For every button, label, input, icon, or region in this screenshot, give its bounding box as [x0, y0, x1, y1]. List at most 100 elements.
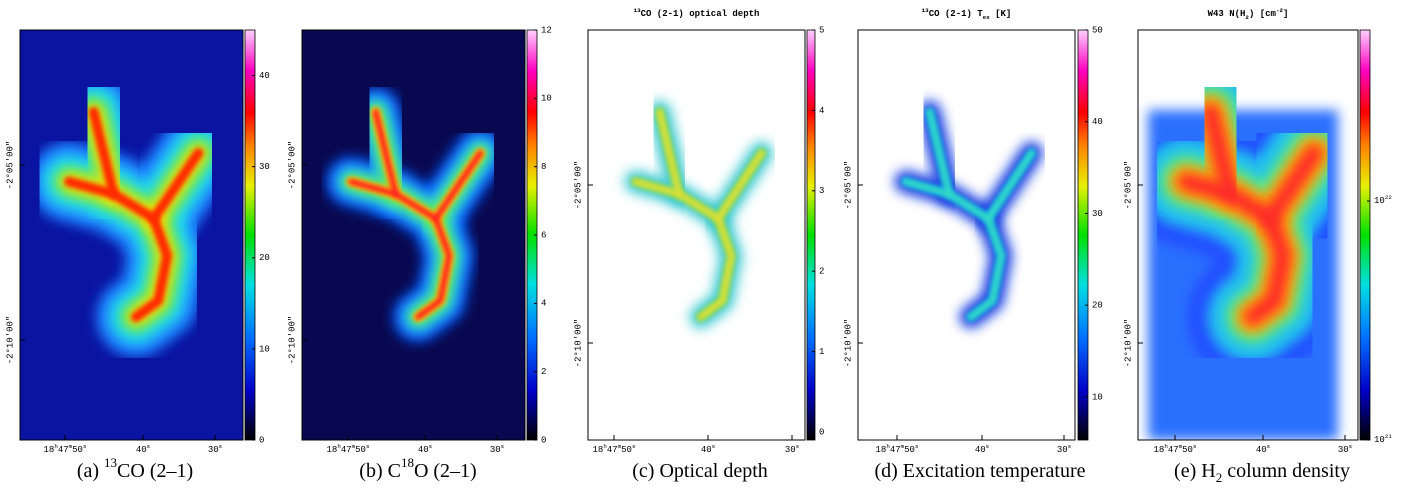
- colorbar-tick-label: 40: [1092, 117, 1103, 127]
- panel-title-part: [K]: [990, 9, 1012, 19]
- colorbar: [244, 29, 256, 441]
- panel-title-part: CO (2-1) T: [929, 9, 984, 19]
- colorbar-tick-label: 10: [1092, 392, 1103, 402]
- panel-title-part: ) [cm: [1249, 9, 1277, 19]
- x-tick-label-part: 30: [785, 445, 796, 455]
- x-tick-label-part: s: [501, 443, 505, 450]
- panel-caption-part: 13: [104, 455, 117, 470]
- colorbar: [1359, 29, 1371, 441]
- x-tick-label: 18h47m50s: [593, 443, 636, 455]
- map-image: [20, 30, 243, 440]
- x-tick-label-part: 18: [327, 445, 338, 455]
- panel-caption: (a) 13CO (2–1): [77, 455, 193, 481]
- x-tick-label: 30s: [490, 443, 505, 455]
- colorbar-tick-label: 2: [541, 367, 546, 377]
- x-tick-label: 40s: [418, 443, 433, 455]
- x-tick-label-part: 50: [355, 445, 366, 455]
- x-tick-label-part: 30: [208, 445, 219, 455]
- colorbar-tick-label: 50: [1092, 25, 1103, 35]
- map-emission: [633, 179, 734, 319]
- x-tick-label-part: s: [796, 443, 800, 450]
- panel-title: W43 N(H2) [cm-2]: [1208, 7, 1289, 21]
- panel-caption-part: (a): [77, 460, 104, 482]
- x-tick-label-part: 47: [341, 445, 352, 455]
- x-tick-label-part: 47: [607, 445, 618, 455]
- x-tick-label-part: m: [352, 443, 356, 450]
- colorbar-tick-label: 2: [819, 267, 824, 277]
- panel-caption: (b) C18O (2–1): [359, 455, 476, 481]
- y-tick-label: -2°10′00″: [287, 316, 297, 365]
- y-tick-label: -2°10′00″: [5, 316, 15, 365]
- x-tick-label-part: s: [986, 443, 990, 450]
- panel-title: 13CO (2-1) optical depth: [634, 7, 760, 19]
- panel-title-part: -2: [1276, 7, 1284, 14]
- x-tick-label-part: 18: [876, 445, 887, 455]
- x-tick-label-part: 18: [44, 445, 55, 455]
- map-emission: [372, 109, 399, 197]
- panel-caption: (c) Optical depth: [632, 460, 768, 482]
- x-tick-label-part: 40: [975, 445, 986, 455]
- map-emission: [986, 151, 1034, 221]
- x-tick-label-part: 40: [418, 445, 429, 455]
- y-tick-label: -2°10′00″: [573, 319, 583, 368]
- map-frame: [1137, 29, 1359, 441]
- panel-caption-part: column density: [1222, 460, 1350, 482]
- map-emission: [903, 179, 1004, 319]
- colorbar-tick-label: 4: [819, 106, 824, 116]
- colorbar-tick-label-part: 10: [1374, 435, 1385, 445]
- colorbar-tick-label-part: 10: [1374, 196, 1385, 206]
- x-tick-label: 40s: [701, 443, 716, 455]
- x-tick-label-part: m: [618, 443, 622, 450]
- x-tick-label-part: 50: [621, 445, 632, 455]
- panel-caption-part: (b) C: [359, 460, 401, 482]
- x-tick-label: 30s: [208, 443, 223, 455]
- map-background: [302, 30, 525, 440]
- x-tick-label-part: 40: [1256, 445, 1267, 455]
- x-tick-label-part: s: [219, 443, 223, 450]
- colorbar-tick-label: 12: [541, 25, 552, 35]
- x-tick-label-part: s: [83, 443, 87, 450]
- colorbar-tick-label: 6: [541, 230, 546, 240]
- x-tick-label-part: s: [366, 443, 370, 450]
- x-tick-label-part: s: [1068, 443, 1072, 450]
- colorbar-tick-label: 1: [819, 347, 824, 357]
- colorbar-tick-label: 1022: [1374, 194, 1392, 206]
- panel-caption: (e) H2 column density: [1174, 460, 1350, 486]
- map-emission: [64, 176, 173, 322]
- colorbar-tick-label: 40: [259, 71, 270, 81]
- y-tick-label: -2°05′00″: [287, 141, 297, 190]
- map-emission: [716, 151, 764, 221]
- x-tick-label-part: h: [603, 443, 607, 450]
- x-tick-label-part: s: [915, 443, 919, 450]
- map-emission: [148, 148, 204, 224]
- panel-title-part: CO (2-1) optical depth: [641, 9, 760, 19]
- colorbar-tick-label: 0: [541, 435, 546, 445]
- map-background: [858, 30, 1075, 440]
- map-background: [588, 30, 805, 440]
- panel-caption-part: (d) Excitation temperature: [874, 460, 1085, 482]
- y-tick-label: -2°10′00″: [843, 319, 853, 368]
- y-tick-label: -2°05′00″: [5, 141, 15, 190]
- map-image: [302, 30, 525, 440]
- x-tick-label-part: 40: [136, 445, 147, 455]
- x-tick-label: 30s: [785, 443, 800, 455]
- map-frame: [587, 29, 806, 441]
- y-tick-label: -2°10′00″: [1123, 319, 1133, 368]
- x-tick-label: 40s: [975, 443, 990, 455]
- x-tick-label-part: m: [901, 443, 905, 450]
- x-tick-label: 18h47m50s: [1154, 443, 1197, 455]
- x-tick-label: 30s: [1338, 443, 1353, 455]
- map-frame: [301, 29, 526, 441]
- colorbar-tick-label: 20: [259, 253, 270, 263]
- x-tick-label-part: m: [1179, 443, 1183, 450]
- colorbar-tick-label: 3: [819, 186, 824, 196]
- map-emission: [1261, 144, 1323, 228]
- panel-title-part: ex: [983, 14, 991, 21]
- panel-caption-part: CO (2–1): [117, 460, 193, 482]
- panel-caption-part: 18: [401, 455, 414, 470]
